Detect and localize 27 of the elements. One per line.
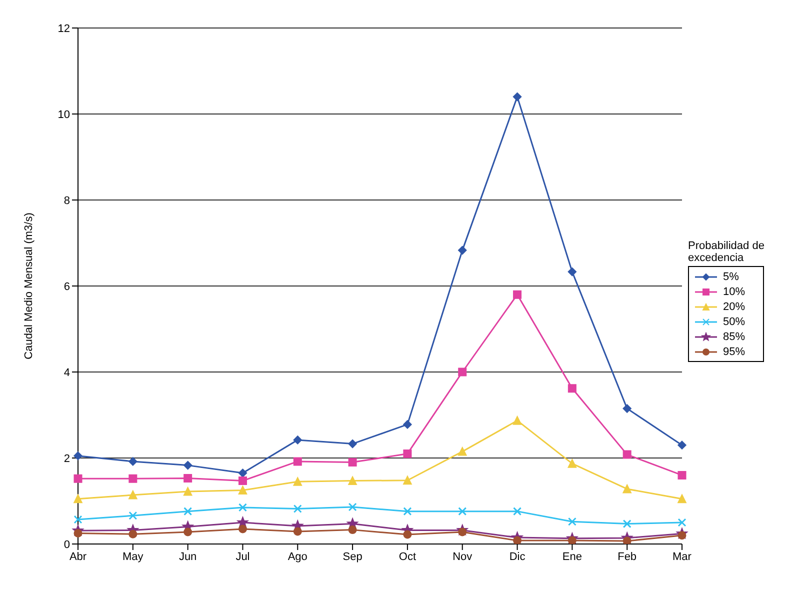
x-tick-label: Ene (562, 550, 582, 563)
y-tick-label: 0 (64, 538, 70, 551)
x-tick-label: Jul (236, 550, 250, 563)
x-tick-label: Nov (452, 550, 473, 563)
legend-label: 85% (723, 330, 746, 342)
legend-label: 95% (723, 346, 746, 358)
x-tick-label: Abr (69, 550, 87, 563)
x-tick-label: Ago (288, 550, 308, 563)
x-tick-label: Sep (342, 550, 362, 563)
y-tick-label: 4 (64, 366, 70, 379)
legend-title: Probabilidad de excedencia (688, 240, 766, 264)
legend-label: 5% (723, 270, 739, 282)
x-tick-label: May (122, 550, 144, 563)
x-tick-label: Oct (398, 550, 416, 563)
y-tick-label: 6 (64, 280, 70, 293)
legend-label: 50% (723, 316, 746, 328)
y-tick-label: 10 (58, 108, 70, 121)
x-tick-label: Jun (178, 550, 197, 563)
x-tick-label: Feb (618, 550, 637, 563)
x-tick-label: Mar (672, 550, 692, 563)
y-tick-label: 12 (58, 22, 70, 35)
y-axis-title: Caudal Medio Mensual (m3/s) (22, 212, 35, 360)
legend-label: 10% (723, 286, 746, 298)
legend-label: 20% (723, 300, 746, 312)
y-tick-label: 8 (64, 194, 70, 207)
y-tick-label: 2 (64, 452, 70, 465)
x-tick-label: Dic (509, 550, 526, 563)
